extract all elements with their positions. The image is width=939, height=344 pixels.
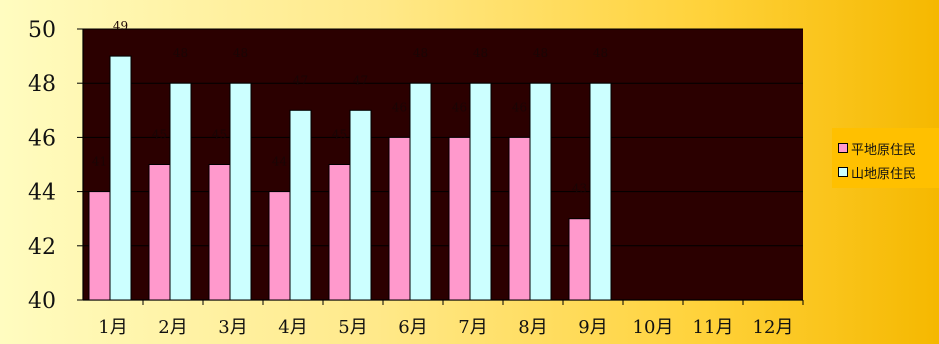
y-tick-label: 40 [28,289,56,314]
bar-series-1 [268,191,291,301]
x-tick-label: 5月 [338,317,367,338]
data-labels: 41 45 45 44 45 46 46 46 43 49 48 48 47 47 48 48 48 48 [92,19,608,196]
bar-series-2 [589,82,612,301]
bar-series-1 [388,136,411,301]
data-label-series-1: 46 [512,100,527,114]
x-tick-label: 11月 [693,317,734,338]
data-label-series-2: 49 [113,19,128,33]
data-label-series-2: 48 [233,46,248,60]
data-label-series-1: 45 [152,128,167,142]
data-label-series-2: 47 [293,73,308,87]
y-tick-label: 50 [28,18,56,43]
data-label-series-1: 46 [452,100,467,114]
legend-item-series-1: 平地原住民 [838,136,939,160]
bar-series-2 [109,55,132,301]
y-tick-label: 42 [28,235,56,260]
data-label-series-1: 43 [572,182,587,196]
x-tick-label: 12月 [753,317,794,338]
bar-series-1 [148,164,171,301]
x-tick-label: 8月 [518,317,547,338]
legend-label-series-2: 山地原住民 [851,166,917,182]
data-label-series-2: 48 [473,46,488,60]
data-label-series-1: 45 [212,128,227,142]
data-label-series-1: 44 [272,155,288,169]
data-label-series-2: 48 [413,46,428,60]
bar-series-1 [88,191,111,301]
legend: 平地原住民 山地原住民 [832,128,939,188]
legend-swatch-series-2 [838,167,848,177]
bars [88,55,612,301]
data-label-series-2: 48 [593,46,608,60]
gridlines [83,28,803,247]
x-tick-label: 7月 [458,317,487,338]
y-tick-label: 44 [28,181,56,206]
x-tick-label: 10月 [633,317,674,338]
y-tick-label: 46 [28,126,56,151]
bar-series-2 [349,109,372,301]
data-label-series-2: 48 [533,46,548,60]
data-label-series-1: 45 [332,128,347,142]
legend-item-series-2: 山地原住民 [838,160,939,184]
x-tick-label: 3月 [218,317,247,338]
axes: 40 42 44 46 48 50 1月 2月 3月 4月 5月 6月 7月 8月 9月 10月 11月 12月 [28,18,804,338]
x-tick-label: 6月 [398,317,427,338]
data-label-series-1: 46 [392,100,407,114]
data-label-series-1: 41 [92,155,107,169]
y-tick-label: 48 [28,72,56,97]
x-tick-label: 1月 [98,317,127,338]
bar-series-2 [529,82,552,301]
bar-series-1 [208,164,231,301]
x-tick-label: 9月 [578,317,607,338]
x-tick-label: 2月 [158,317,187,338]
bar-series-2 [169,82,192,301]
x-tick-label: 4月 [278,317,307,338]
legend-swatch-series-1 [838,143,848,153]
bar-series-2 [289,109,312,301]
bar-series-1 [568,218,591,301]
bar-series-1 [328,164,351,301]
bar-series-1 [448,136,471,301]
bar-series-2 [409,82,432,301]
bar-series-2 [469,82,492,301]
data-label-series-2: 47 [353,73,368,87]
legend-label-series-1: 平地原住民 [851,142,917,158]
bar-series-1 [508,136,531,301]
data-label-series-2: 48 [173,46,188,60]
bar-series-2 [229,82,252,301]
plot-area [83,29,803,300]
